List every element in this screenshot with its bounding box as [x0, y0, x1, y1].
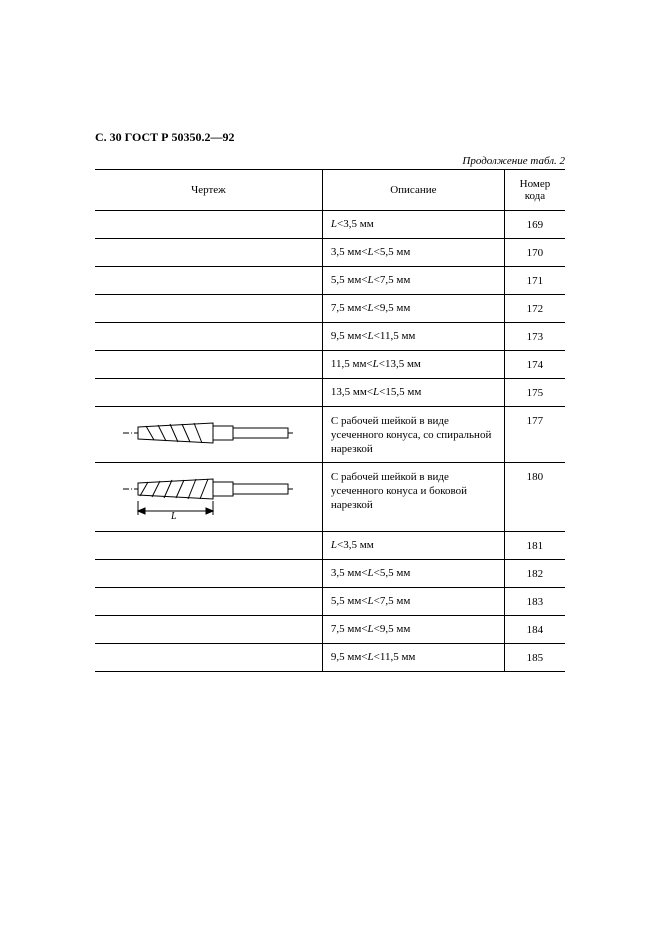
- cell-code: 185: [504, 644, 565, 672]
- cell-description: 9,5 мм<L<11,5 мм: [322, 644, 504, 672]
- cell-drawing-empty: [95, 644, 322, 672]
- table-row: 9,5 мм<L<11,5 мм 185: [95, 644, 565, 672]
- table-row: 5,5 мм<L<7,5 мм 183: [95, 588, 565, 616]
- cell-description: С рабочей шейкой в виде усеченного конус…: [322, 463, 504, 532]
- tool-lateral-icon: L: [118, 471, 298, 523]
- table-row: 11,5 мм<L<13,5 мм 174: [95, 351, 565, 379]
- table-row: 5,5 мм<L<7,5 мм 171: [95, 267, 565, 295]
- cell-description: С рабочей шейкой в виде усеченного конус…: [322, 407, 504, 463]
- cell-drawing-empty: [95, 560, 322, 588]
- cell-description: 5,5 мм<L<7,5 мм: [322, 588, 504, 616]
- cell-code: 174: [504, 351, 565, 379]
- table-row: L С рабочей шейкой в виде усеченного кон…: [95, 463, 565, 532]
- cell-code: 184: [504, 616, 565, 644]
- cell-description: 5,5 мм<L<7,5 мм: [322, 267, 504, 295]
- cell-description: L<3,5 мм: [322, 211, 504, 239]
- table-row: 3,5 мм<L<5,5 мм 170: [95, 239, 565, 267]
- cell-drawing-empty: [95, 295, 322, 323]
- cell-code: 182: [504, 560, 565, 588]
- cell-drawing-empty: [95, 379, 322, 407]
- cell-drawing-empty: [95, 239, 322, 267]
- cell-drawing-empty: [95, 616, 322, 644]
- cell-description: 3,5 мм<L<5,5 мм: [322, 239, 504, 267]
- cell-code: 175: [504, 379, 565, 407]
- cell-drawing-empty: [95, 211, 322, 239]
- cell-code: 172: [504, 295, 565, 323]
- svg-text:L: L: [170, 511, 177, 522]
- cell-code: 169: [504, 211, 565, 239]
- cell-code: 170: [504, 239, 565, 267]
- cell-description: 11,5 мм<L<13,5 мм: [322, 351, 504, 379]
- cell-drawing-empty: [95, 323, 322, 351]
- cell-drawing-empty: [95, 588, 322, 616]
- col-header-description: Описание: [322, 170, 504, 211]
- table-row: С рабочей шейкой в виде усеченного конус…: [95, 407, 565, 463]
- table-row: 7,5 мм<L<9,5 мм 184: [95, 616, 565, 644]
- cell-drawing-empty: [95, 351, 322, 379]
- spec-table: Чертеж Описание Номер кода L<3,5 мм 169 …: [95, 169, 565, 672]
- document-page: С. 30 ГОСТ Р 50350.2—92 Продолжение табл…: [95, 130, 565, 672]
- cell-drawing: [95, 407, 322, 463]
- cell-code: 181: [504, 532, 565, 560]
- page-header: С. 30 ГОСТ Р 50350.2—92: [95, 130, 565, 145]
- tool-spiral-icon: [118, 415, 298, 451]
- cell-drawing-empty: [95, 532, 322, 560]
- table-body: L<3,5 мм 169 3,5 мм<L<5,5 мм 170 5,5 мм<…: [95, 211, 565, 672]
- cell-description: 3,5 мм<L<5,5 мм: [322, 560, 504, 588]
- table-row: L<3,5 мм 169: [95, 211, 565, 239]
- cell-description: 13,5 мм<L<15,5 мм: [322, 379, 504, 407]
- cell-drawing: L: [95, 463, 322, 532]
- table-row: 13,5 мм<L<15,5 мм 175: [95, 379, 565, 407]
- cell-code: 171: [504, 267, 565, 295]
- cell-description: 9,5 мм<L<11,5 мм: [322, 323, 504, 351]
- cell-description: 7,5 мм<L<9,5 мм: [322, 295, 504, 323]
- cell-code: 183: [504, 588, 565, 616]
- table-row: L<3,5 мм 181: [95, 532, 565, 560]
- cell-code: 177: [504, 407, 565, 463]
- table-header-row: Чертеж Описание Номер кода: [95, 170, 565, 211]
- cell-code: 173: [504, 323, 565, 351]
- table-continuation-label: Продолжение табл. 2: [95, 155, 565, 167]
- col-header-drawing: Чертеж: [95, 170, 322, 211]
- cell-drawing-empty: [95, 267, 322, 295]
- cell-description: L<3,5 мм: [322, 532, 504, 560]
- cell-description: 7,5 мм<L<9,5 мм: [322, 616, 504, 644]
- table-row: 9,5 мм<L<11,5 мм 173: [95, 323, 565, 351]
- col-header-code: Номер кода: [504, 170, 565, 211]
- table-row: 3,5 мм<L<5,5 мм 182: [95, 560, 565, 588]
- table-row: 7,5 мм<L<9,5 мм 172: [95, 295, 565, 323]
- cell-code: 180: [504, 463, 565, 532]
